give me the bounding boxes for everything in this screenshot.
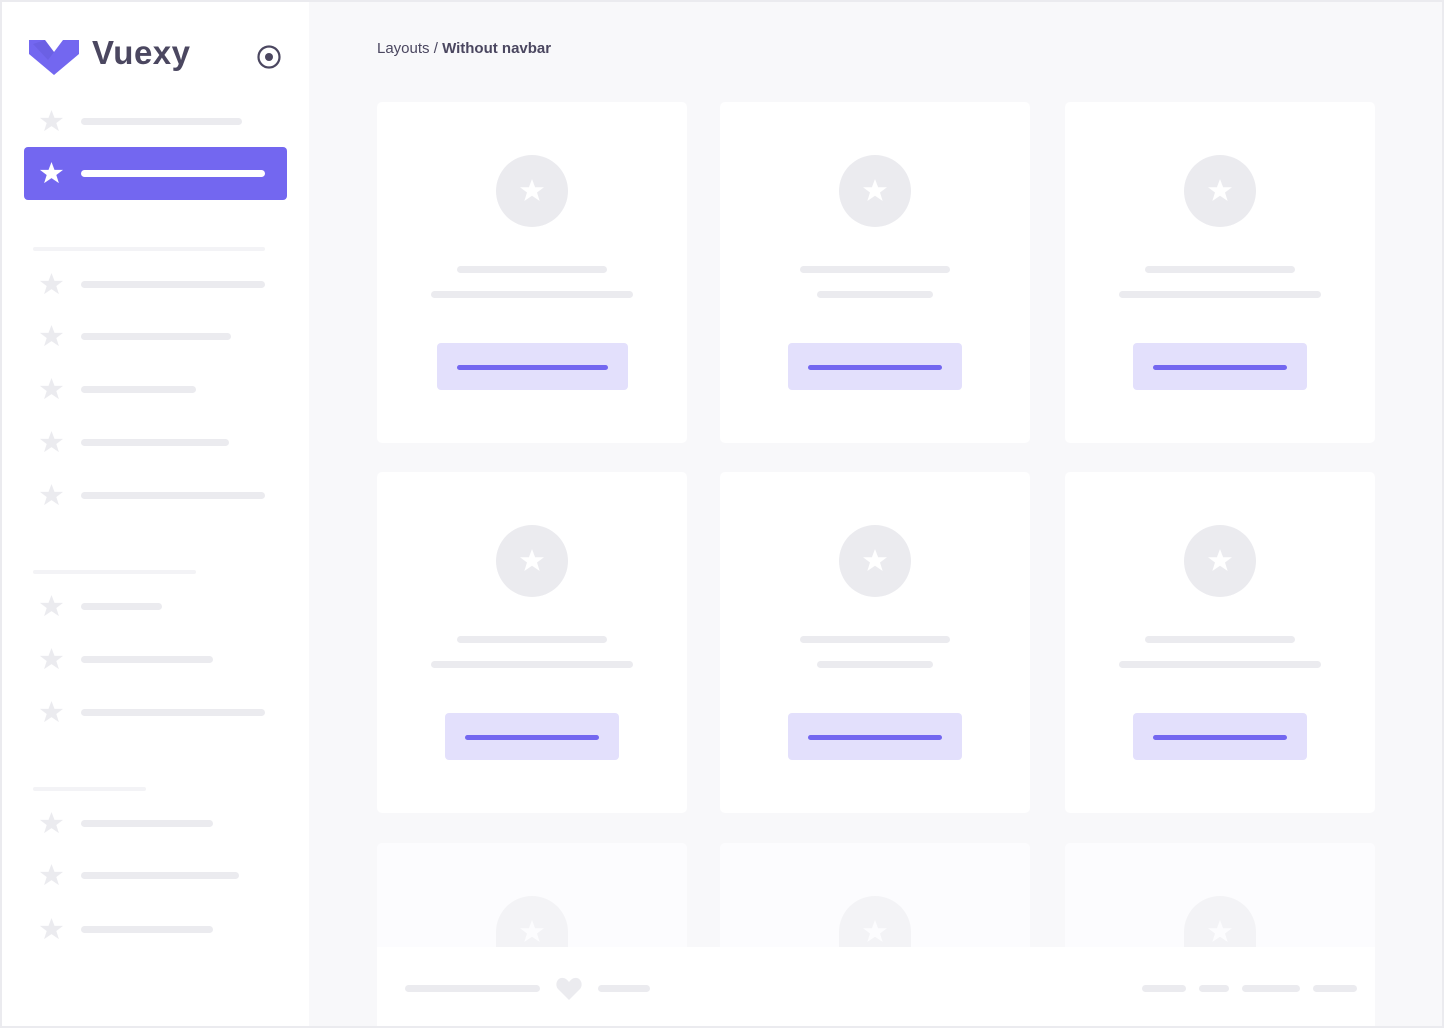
card-title-skeleton: [1145, 636, 1295, 643]
footer-link[interactable]: [1242, 985, 1300, 992]
star-icon: [39, 483, 64, 506]
vuexy-logo-icon: [29, 40, 79, 75]
sidebar-item-label-skeleton[interactable]: [81, 386, 196, 393]
star-icon: [863, 920, 887, 942]
breadcrumb-current: Without navbar: [442, 40, 552, 57]
star-icon: [39, 594, 64, 617]
card-button[interactable]: [1133, 713, 1307, 760]
card-avatar: [496, 155, 568, 227]
star-icon: [39, 109, 64, 132]
footer: [377, 947, 1375, 1026]
card: [1065, 472, 1375, 813]
card-title-skeleton: [457, 636, 607, 643]
star-icon: [39, 324, 64, 347]
breadcrumb-separator: /: [429, 40, 443, 57]
sidebar-section-divider: [33, 787, 146, 791]
card-title-skeleton: [800, 636, 950, 643]
card-avatar: [1184, 896, 1256, 947]
card-text-skeleton: [1119, 291, 1321, 298]
card: [1065, 843, 1375, 947]
sidebar: Vuexy: [2, 2, 309, 1026]
card-avatar: [1184, 155, 1256, 227]
footer-link[interactable]: [1142, 985, 1186, 992]
brand-name: Vuexy: [92, 34, 191, 71]
sidebar-item-label-skeleton[interactable]: [81, 492, 265, 499]
card: [377, 102, 687, 443]
card-button[interactable]: [788, 343, 962, 390]
footer-text-skeleton: [598, 985, 650, 992]
card: [720, 843, 1030, 947]
card-text-skeleton: [817, 661, 933, 668]
star-icon: [39, 377, 64, 400]
card: [377, 472, 687, 813]
star-icon: [863, 179, 887, 201]
sidebar-item-label-skeleton[interactable]: [81, 926, 213, 933]
footer-text-skeleton: [405, 985, 540, 992]
radio-circle-icon[interactable]: [256, 44, 282, 70]
star-icon: [1208, 179, 1232, 201]
card-avatar: [1184, 525, 1256, 597]
breadcrumb: Layouts / Without navbar: [377, 40, 551, 57]
card-button-label-skeleton: [808, 365, 942, 370]
card-button-label-skeleton: [465, 735, 599, 740]
card-button[interactable]: [445, 713, 619, 760]
sidebar-item-label-skeleton[interactable]: [81, 820, 213, 827]
star-icon: [39, 430, 64, 453]
footer-link[interactable]: [1199, 985, 1229, 992]
sidebar-item-label-skeleton[interactable]: [81, 603, 162, 610]
card-title-skeleton: [457, 266, 607, 273]
star-icon: [520, 179, 544, 201]
sidebar-item-label-skeleton[interactable]: [81, 656, 213, 663]
card: [1065, 102, 1375, 443]
heart-icon: [556, 977, 582, 1000]
card-button-label-skeleton: [808, 735, 942, 740]
card: [720, 472, 1030, 813]
sidebar-item-label-skeleton[interactable]: [81, 281, 265, 288]
star-icon: [39, 272, 64, 295]
sidebar-item-label-skeleton[interactable]: [81, 709, 265, 716]
star-icon: [39, 700, 64, 723]
star-icon: [520, 920, 544, 942]
sidebar-item-label-skeleton[interactable]: [81, 439, 229, 446]
star-icon: [1208, 920, 1232, 942]
card-button[interactable]: [1133, 343, 1307, 390]
star-icon: [39, 917, 64, 940]
sidebar-item-label-skeleton[interactable]: [81, 872, 239, 879]
card-button[interactable]: [436, 343, 628, 390]
card-button-label-skeleton: [456, 365, 608, 370]
card-button-label-skeleton: [1153, 365, 1287, 370]
sidebar-item-label-skeleton: [81, 170, 265, 177]
breadcrumb-parent[interactable]: Layouts: [377, 40, 430, 57]
card-text-skeleton: [431, 291, 633, 298]
card-title-skeleton: [1145, 266, 1295, 273]
star-icon: [39, 647, 64, 670]
card-avatar: [496, 525, 568, 597]
card-text-skeleton: [431, 661, 633, 668]
star-icon: [39, 811, 64, 834]
star-icon: [39, 863, 64, 886]
star-icon: [39, 161, 64, 184]
card: [720, 102, 1030, 443]
star-icon: [1208, 549, 1232, 571]
footer-link[interactable]: [1313, 985, 1357, 992]
sidebar-section-divider: [33, 247, 265, 251]
card-button-label-skeleton: [1153, 735, 1287, 740]
card-avatar: [839, 155, 911, 227]
card-avatar: [496, 896, 568, 947]
star-icon: [520, 549, 544, 571]
sidebar-item-label-skeleton[interactable]: [81, 333, 231, 340]
card-button[interactable]: [788, 713, 962, 760]
card-title-skeleton: [800, 266, 950, 273]
star-icon: [863, 549, 887, 571]
card: [377, 843, 687, 947]
card-avatar: [839, 896, 911, 947]
sidebar-section-divider: [33, 570, 196, 574]
card-text-skeleton: [1119, 661, 1321, 668]
card-text-skeleton: [817, 291, 933, 298]
sidebar-item-label-skeleton[interactable]: [81, 118, 242, 125]
card-avatar: [839, 525, 911, 597]
